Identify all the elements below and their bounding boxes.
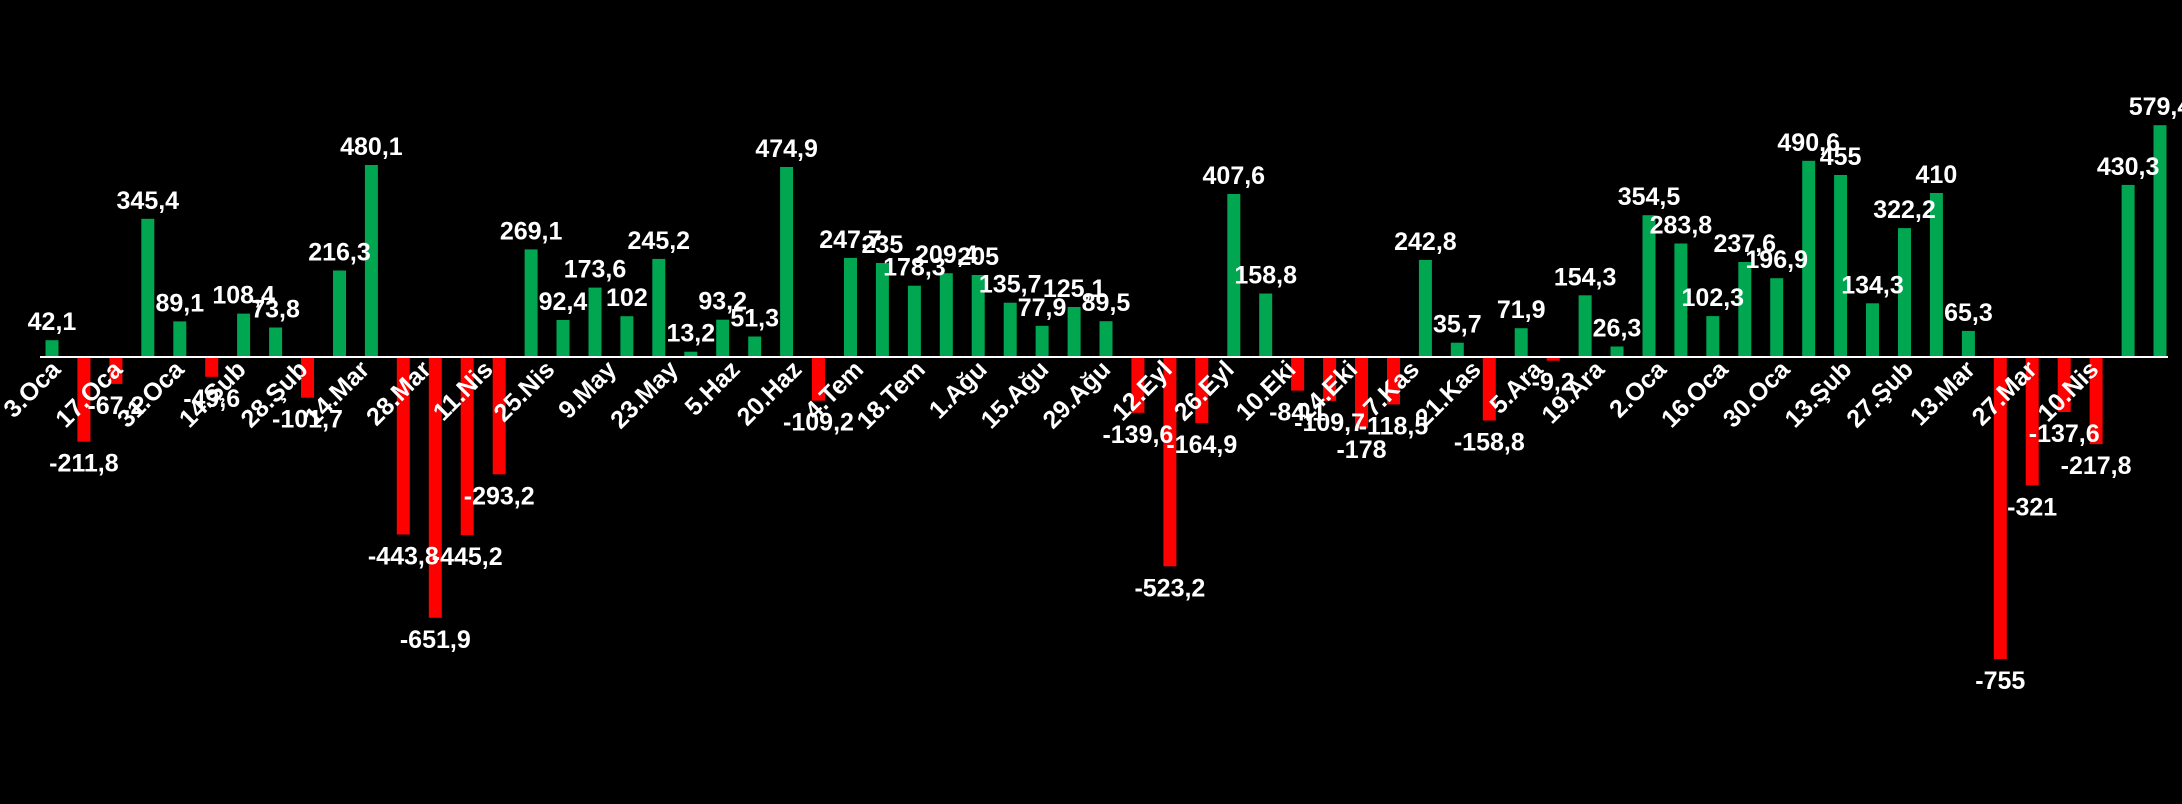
bar-25 (844, 258, 857, 357)
bar-54 (1770, 278, 1783, 357)
bar-16 (557, 320, 570, 357)
data-label-0: 42,1 (28, 308, 77, 336)
data-label-37: 407,6 (1203, 162, 1266, 190)
data-label-52: 102,3 (1682, 284, 1745, 312)
x-tick-label-28: 30.Oca (1718, 355, 1797, 434)
bar-27 (908, 286, 921, 357)
data-label-58: 322,2 (1873, 196, 1936, 224)
data-label-13: -445,2 (432, 543, 503, 571)
x-tick-label-29: 13.Şub (1779, 355, 1857, 433)
data-label-45: -158,8 (1454, 429, 1525, 457)
data-label-23: 474,9 (755, 135, 818, 163)
bar-23 (780, 167, 793, 357)
data-label-44: 35,7 (1433, 311, 1482, 339)
bar-3 (141, 219, 154, 357)
data-label-57: 134,3 (1841, 271, 1904, 299)
bar-46 (1515, 328, 1528, 357)
data-label-64: -217,8 (2061, 452, 2132, 480)
x-tick-labels-group: 3.Oca17.Oca31.Oca14.Şub28.Şub14.Mar28.Ma… (0, 355, 2104, 435)
data-label-7: 73,8 (251, 296, 300, 324)
data-label-49: 26,3 (1593, 315, 1642, 343)
x-tick-label-30: 27.Şub (1841, 355, 1919, 433)
bar-35 (1163, 357, 1176, 566)
data-label-19: 245,2 (628, 227, 691, 255)
data-label-4: 89,1 (155, 289, 204, 317)
bar-60 (1962, 331, 1975, 357)
bar-17 (589, 288, 602, 357)
data-label-34: -139,6 (1102, 421, 1173, 449)
bar-38 (1259, 294, 1272, 358)
data-label-17: 173,6 (564, 256, 627, 284)
x-tick-label-27: 16.Oca (1656, 355, 1735, 434)
data-label-12: -651,9 (400, 626, 471, 654)
data-label-22: 51,3 (730, 305, 779, 333)
data-label-20: 13,2 (666, 320, 715, 348)
data-label-59: 410 (1916, 161, 1958, 189)
data-label-60: 65,3 (1944, 299, 1993, 327)
data-label-36: -164,9 (1166, 431, 1237, 459)
data-label-66: 579,4 (2129, 93, 2182, 121)
bar-6 (237, 314, 250, 357)
data-label-46: 71,9 (1497, 296, 1546, 324)
data-label-29: 205 (957, 243, 999, 271)
data-label-43: 242,8 (1394, 228, 1457, 256)
data-label-35: -523,2 (1134, 574, 1205, 602)
bar-7 (269, 328, 282, 358)
bar-57 (1866, 303, 1879, 357)
bar-21 (716, 320, 729, 357)
data-label-9: 216,3 (308, 239, 371, 267)
bar-48 (1579, 295, 1592, 357)
bar-65 (2122, 185, 2135, 357)
bar-31 (1036, 326, 1049, 357)
data-label-3: 345,4 (117, 187, 180, 215)
x-tick-label-16: 15.Ağu (976, 355, 1055, 434)
bar-22 (748, 337, 761, 358)
data-label-33: 89,5 (1082, 289, 1131, 317)
bar-9 (333, 271, 346, 358)
data-label-61: -755 (1975, 667, 2025, 695)
x-tick-label-10: 23.May (605, 355, 684, 434)
data-label-15: 269,1 (500, 217, 563, 245)
data-label-63: -137,6 (2029, 420, 2100, 448)
bar-52 (1706, 316, 1719, 357)
x-tick-label-31: 13.Mar (1905, 355, 1981, 431)
data-label-65: 430,3 (2097, 153, 2160, 181)
bar-45 (1483, 357, 1496, 421)
data-label-56: 455 (1820, 143, 1862, 171)
data-label-14: -293,2 (464, 482, 535, 510)
data-label-11: -443,8 (368, 543, 439, 571)
bar-43 (1419, 260, 1432, 357)
bar-28 (940, 273, 953, 357)
data-label-18: 102 (606, 284, 648, 312)
bar-56 (1834, 175, 1847, 357)
bars-group (46, 125, 2167, 659)
data-label-38: 158,8 (1234, 262, 1297, 290)
bar-4 (173, 321, 186, 357)
data-label-62: -321 (2007, 493, 2057, 521)
bar-32 (1068, 307, 1081, 357)
x-tick-label-23: 21.Kas (1410, 355, 1487, 432)
x-tick-label-14: 18.Tem (851, 355, 930, 434)
data-label-51: 283,8 (1650, 212, 1713, 240)
bar-33 (1100, 321, 1113, 357)
data-label-1: -211,8 (49, 450, 119, 478)
bar-19 (652, 259, 665, 357)
data-label-16: 92,4 (539, 288, 588, 316)
data-label-54: 196,9 (1745, 246, 1808, 274)
bar-0 (46, 340, 59, 357)
data-label-10: 480,1 (340, 133, 403, 161)
data-label-48: 154,3 (1554, 263, 1617, 291)
bar-15 (525, 249, 538, 357)
data-label-50: 354,5 (1618, 183, 1681, 211)
bar-44 (1451, 343, 1464, 357)
bar-18 (620, 316, 633, 357)
bar-30 (1004, 303, 1017, 357)
bar-49 (1611, 347, 1624, 358)
